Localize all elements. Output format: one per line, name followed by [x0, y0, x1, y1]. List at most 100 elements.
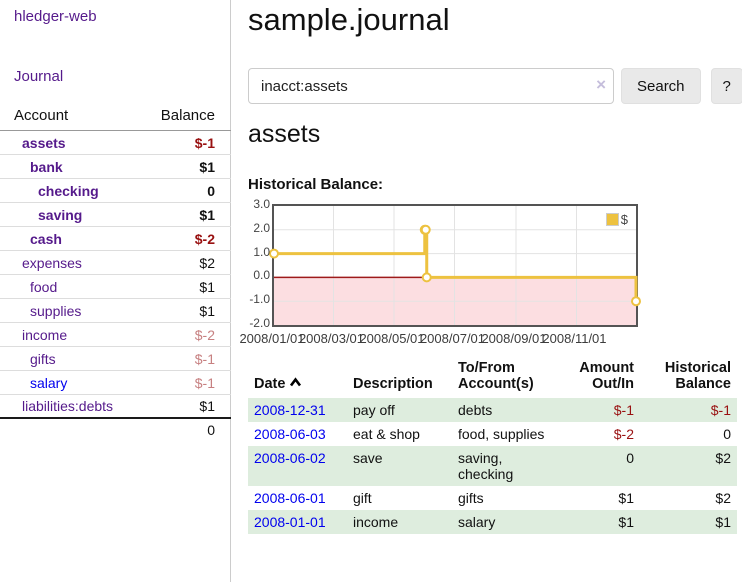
account-row: saving $1: [0, 203, 231, 227]
search-button[interactable]: Search: [621, 68, 701, 104]
account-link[interactable]: cash: [30, 230, 62, 247]
transaction-balance: 0: [723, 426, 731, 442]
account-column-header: Account: [14, 107, 69, 124]
transaction-date-link[interactable]: 2008-06-02: [254, 450, 326, 466]
transaction-accounts: food, supplies: [458, 426, 545, 442]
register-column-header: To/From Account(s): [458, 360, 534, 392]
x-axis-tick-label: 2008/09/01: [481, 331, 547, 346]
transaction-description: save: [353, 450, 383, 466]
account-balance: $-2: [194, 230, 215, 247]
transaction-date-link[interactable]: 2008-06-03: [254, 426, 326, 442]
x-axis-tick-label: 2008/07/01: [419, 331, 486, 346]
y-axis-tick-label: -2.0: [249, 316, 270, 330]
account-balance: $1: [199, 158, 215, 175]
account-row: salary $-1: [0, 371, 231, 395]
x-axis-tick-label: 2008/11/01: [542, 331, 607, 346]
account-balance: 0: [207, 182, 215, 199]
account-balance: $-1: [194, 374, 215, 391]
account-row: liabilities:debts $1: [0, 395, 231, 419]
search-bar: × Search ?: [248, 68, 742, 104]
account-link[interactable]: liabilities:debts: [22, 398, 114, 414]
transaction-amount: 0: [626, 450, 634, 466]
legend-swatch-icon: [605, 213, 619, 226]
sort-ascending-icon: [290, 377, 302, 387]
sidebar-item-journal[interactable]: Journal: [14, 68, 64, 85]
historical-balance-chart: $ 3.0 2.0 1.0 0.0 -1.0 -2.0 2008/01/01 2008/03/…: [239, 197, 742, 352]
transaction-accounts: debts: [458, 402, 493, 418]
account-row: expenses $2: [0, 251, 231, 275]
app-brand-link[interactable]: hledger-web: [14, 8, 97, 25]
chart-title: Historical Balance:: [248, 176, 384, 193]
account-row: gifts $-1: [0, 347, 231, 371]
transaction-amount: $-1: [613, 402, 634, 418]
register-row: 2008-06-02 save saving, checking 0 $2: [248, 446, 737, 486]
account-link[interactable]: bank: [30, 158, 63, 175]
y-axis-tick-label: 2.0: [253, 220, 270, 235]
transaction-accounts: saving, checking: [458, 450, 514, 482]
account-row: bank $1: [0, 155, 231, 179]
transaction-date-link[interactable]: 2008-12-31: [254, 402, 326, 418]
account-link[interactable]: saving: [38, 206, 83, 223]
transaction-description: pay off: [353, 402, 395, 418]
account-link[interactable]: salary: [30, 374, 68, 391]
search-input[interactable]: [248, 68, 614, 104]
account-row: income $-2: [0, 323, 231, 347]
account-total-row: 0: [0, 419, 231, 441]
account-page-title: assets: [248, 120, 321, 148]
y-axis-tick-label: 3.0: [253, 197, 270, 211]
account-link[interactable]: assets: [22, 134, 66, 151]
chart-legend: $: [603, 211, 630, 228]
transaction-description: income: [353, 514, 399, 530]
account-link[interactable]: income: [22, 326, 68, 343]
account-row: cash $-2: [0, 227, 231, 251]
register-column-header: Description: [353, 376, 433, 392]
total-balance: 0: [207, 422, 215, 438]
legend-label: $: [620, 212, 628, 227]
account-link[interactable]: food: [30, 278, 58, 295]
transaction-amount: $1: [618, 514, 634, 530]
account-row: checking 0: [0, 179, 231, 203]
transaction-balance: $2: [715, 490, 731, 506]
chart-plot-area: $: [269, 204, 641, 327]
transaction-amount: $-2: [613, 426, 634, 442]
x-axis-tick-label: 2008/01/01: [239, 331, 305, 346]
main-content: sample.journal × Search ? assets Histori…: [239, 0, 742, 582]
transaction-accounts: gifts: [458, 490, 484, 506]
transaction-balance: $-1: [710, 402, 731, 418]
page-title: sample.journal: [248, 2, 450, 37]
register-row: 2008-06-03 eat & shop food, supplies $-2 0: [248, 422, 737, 446]
account-balance: $-2: [194, 326, 215, 343]
account-row: food $1: [0, 275, 231, 299]
help-button[interactable]: ?: [710, 68, 742, 104]
account-row: supplies $1: [0, 299, 231, 323]
account-link[interactable]: gifts: [30, 350, 56, 367]
account-balance: $-1: [194, 134, 215, 151]
account-balance: $1: [199, 398, 215, 414]
register-column-header: Historical Balance: [664, 360, 731, 392]
account-balance: $2: [199, 254, 215, 271]
account-row: assets $-1: [0, 131, 231, 155]
x-axis-tick-label: 2008/03/01: [298, 331, 365, 346]
y-axis-tick-label: 0.0: [253, 268, 270, 283]
account-link[interactable]: checking: [38, 182, 99, 199]
register-row: 2008-06-01 gift gifts $1 $2: [248, 486, 737, 510]
account-balance: $-1: [194, 350, 215, 367]
transaction-date-link[interactable]: 2008-06-01: [254, 490, 326, 506]
transaction-amount: $1: [618, 490, 634, 506]
account-link[interactable]: supplies: [30, 302, 82, 319]
balance-column-header: Balance: [160, 107, 215, 124]
y-axis-tick-label: -1.0: [249, 292, 270, 307]
transaction-balance: $2: [715, 450, 731, 466]
transaction-balance: $1: [715, 514, 731, 530]
account-table-header: Account Balance: [0, 103, 231, 131]
register-table: Date Description To/From Account(s) Amount …: [248, 356, 737, 534]
register-row: 2008-01-01 income salary $1 $1: [248, 510, 737, 534]
account-link[interactable]: expenses: [22, 254, 82, 271]
clear-search-icon[interactable]: ×: [596, 75, 606, 94]
y-axis-tick-label: 1.0: [253, 244, 270, 259]
register-column-header[interactable]: Date: [248, 356, 347, 398]
transaction-accounts: salary: [458, 514, 496, 530]
account-balance: $1: [199, 278, 215, 295]
transaction-date-link[interactable]: 2008-01-01: [254, 514, 326, 530]
transaction-description: gift: [353, 490, 372, 506]
